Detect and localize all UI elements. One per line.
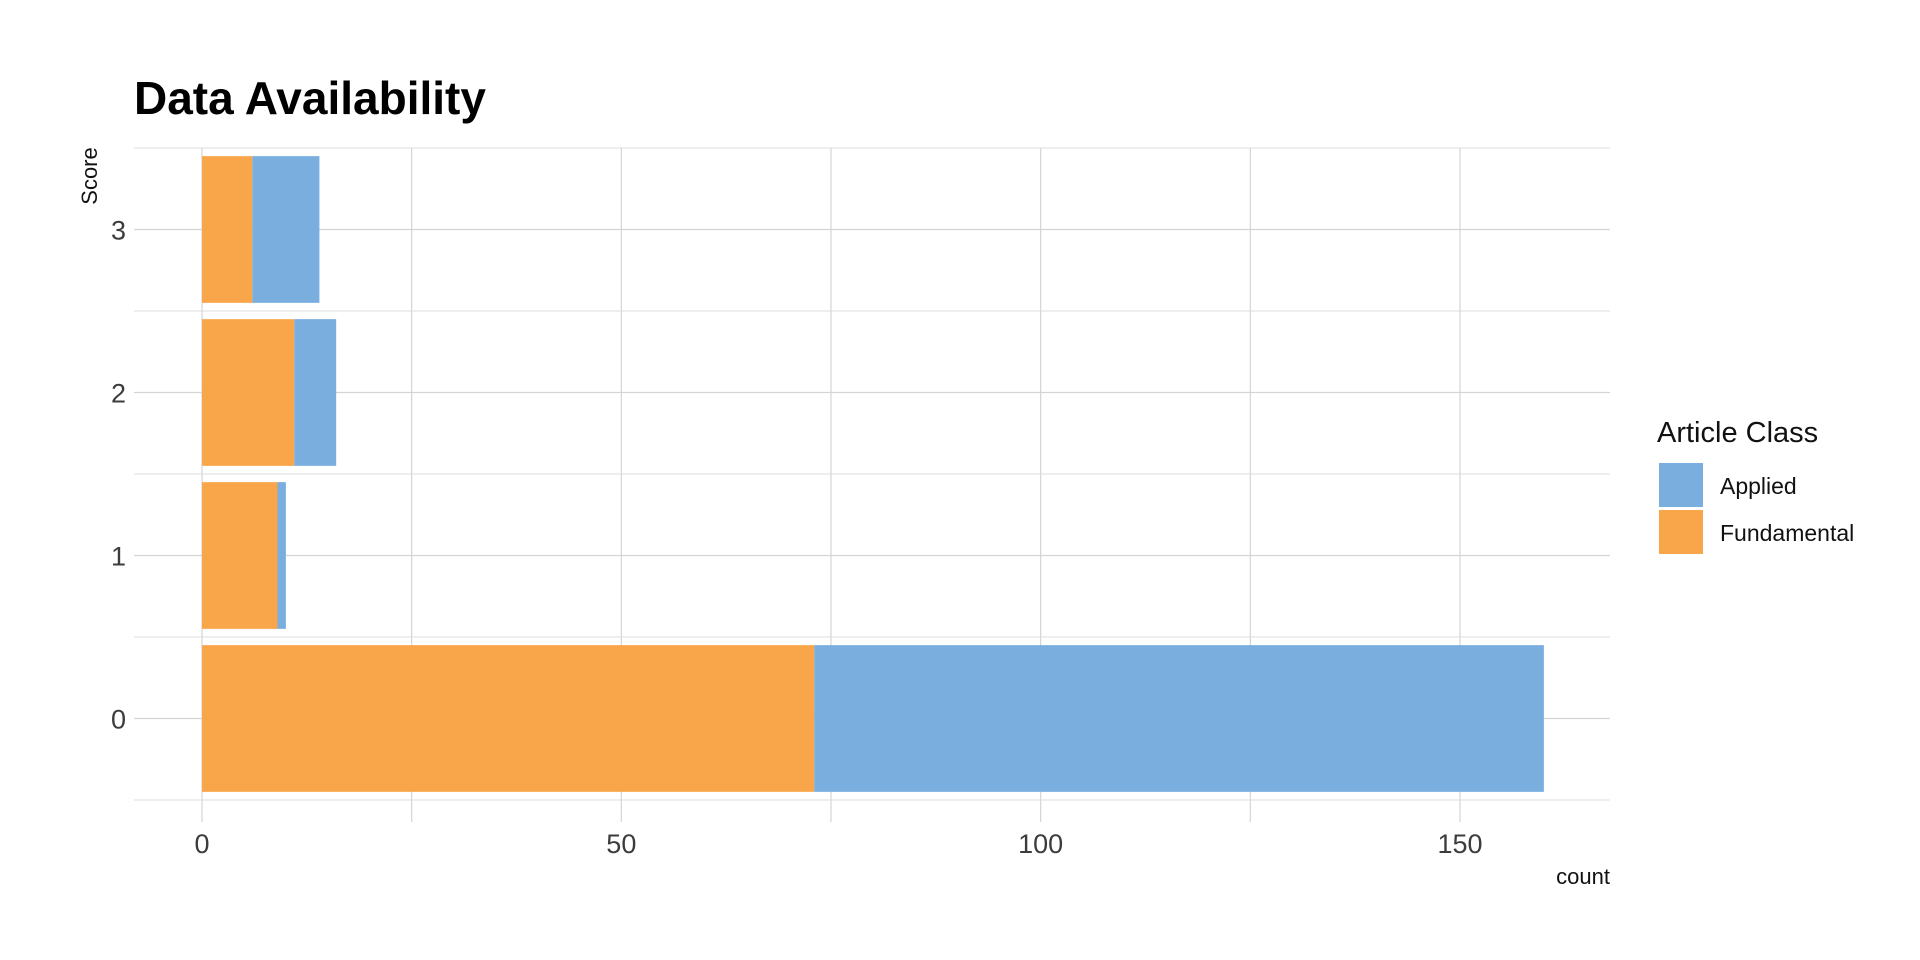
legend-swatch-applied: [1659, 463, 1703, 507]
x-tick-label: 0: [194, 829, 209, 859]
y-axis-title: Score: [77, 147, 102, 204]
bar-fundamental-score-0: [202, 645, 815, 792]
y-tick-label: 0: [111, 705, 126, 735]
x-axis-title: count: [1556, 864, 1610, 889]
x-tick-label: 100: [1018, 829, 1063, 859]
bar-fundamental-score-2: [202, 319, 295, 466]
bar-applied-score-3: [252, 156, 320, 303]
bar-applied-score-2: [294, 319, 337, 466]
bar-fundamental-score-1: [202, 482, 278, 629]
bar-applied-score-1: [277, 482, 286, 629]
x-tick-label: 150: [1437, 829, 1482, 859]
bars-layer: [202, 156, 1544, 792]
bar-applied-score-0: [814, 645, 1544, 792]
chart-title: Data Availability: [134, 72, 486, 124]
bar-fundamental-score-3: [202, 156, 253, 303]
y-tick-label: 3: [111, 216, 126, 246]
legend-label-applied: Applied: [1720, 473, 1797, 499]
grid-layer: [134, 147, 1610, 822]
legend-label-fundamental: Fundamental: [1720, 520, 1854, 546]
legend-title: Article Class: [1657, 417, 1818, 449]
legend: Article Class Applied Fundamental: [1657, 417, 1854, 554]
legend-swatch-fundamental: [1659, 510, 1703, 554]
y-tick-label: 1: [111, 542, 126, 572]
x-tick-label: 50: [606, 829, 636, 859]
tick-layer: 0 1 2 3 0 50 100 150: [111, 216, 1483, 860]
y-tick-label: 2: [111, 379, 126, 409]
